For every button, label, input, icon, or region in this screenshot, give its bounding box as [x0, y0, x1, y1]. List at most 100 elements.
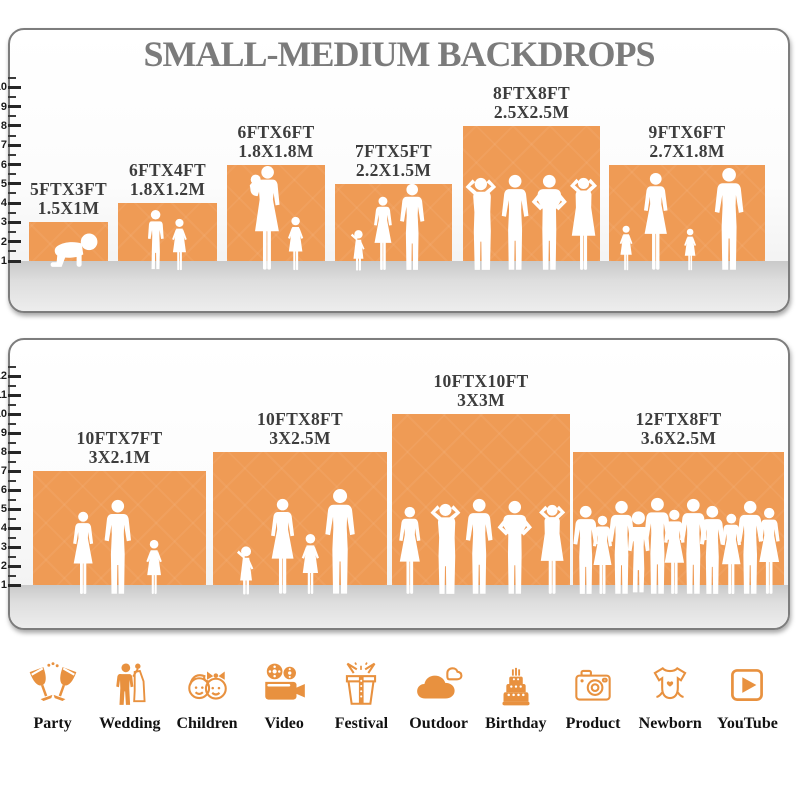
ruler-minor-tick [8, 115, 16, 118]
category-label: Newborn [638, 715, 702, 732]
backdrop-size-label: 6FTX4FT 1.8X1.2M [129, 161, 206, 199]
ruler-major-tick [8, 545, 21, 549]
backdrop-size-label: 12FTX8FT 3.6X2.5M [635, 410, 721, 448]
ruler-number: 10 [0, 81, 7, 94]
category-label: YouTube [717, 715, 778, 732]
ruler-number: 5 [0, 177, 7, 190]
ruler-minor-tick [8, 76, 16, 79]
size-meters: 1.5X1M [37, 198, 100, 219]
backdrop-rect: 6FTX6FT 1.8X1.8M [227, 122, 325, 271]
ruler-minor-tick [8, 173, 16, 176]
ruler-major-tick [8, 431, 21, 435]
ruler-minor-tick [8, 574, 16, 577]
ruler-major-tick [8, 507, 21, 511]
cloud-icon [416, 667, 463, 699]
people-silhouettes-five-adults-posing [399, 498, 566, 594]
ruler-major-tick [8, 450, 21, 454]
ruler-number: 12 [0, 370, 7, 382]
ruler-number: 11 [0, 389, 7, 401]
size-feet: 10FTX7FT [76, 428, 163, 448]
backdrop-rect: 5FTX3FT 1.5X1M [29, 180, 108, 267]
size-feet: 9FTX6FT [648, 121, 726, 142]
size-feet: 6FTX4FT [129, 160, 206, 181]
ruler-minor-tick [8, 192, 16, 195]
category-party: Party [14, 660, 91, 733]
category-product: Product [554, 660, 631, 733]
ruler-minor-tick [8, 250, 16, 253]
ruler-minor-tick [8, 479, 16, 482]
ruler-major-tick [8, 583, 21, 587]
ruler-number: 4 [0, 197, 7, 210]
people-silhouettes-crawling-baby [50, 233, 98, 267]
ruler-number: 9 [0, 427, 7, 439]
size-meters: 1.8X1.8M [238, 140, 314, 161]
ruler-number: 9 [0, 100, 7, 113]
backdrop-size-label: 7FTX5FT 2.2X1.5M [355, 140, 432, 180]
ruler-minor-tick [8, 403, 16, 406]
party-glasses-icon [29, 662, 76, 701]
size-feet: 10FTX8FT [256, 409, 344, 429]
video-camera-icon [265, 663, 306, 700]
floor [10, 261, 788, 311]
ruler-major-tick [8, 374, 21, 378]
ruler-number: 6 [0, 158, 7, 171]
page-title: SMALL-MEDIUM BACKDROPS [143, 34, 655, 74]
ruler-major-tick [8, 526, 21, 530]
ruler-number: 1 [0, 579, 7, 591]
children-faces-icon [188, 671, 227, 700]
size-meters: 2.2X1.5M [355, 159, 432, 180]
wedding-couple-icon [116, 663, 146, 705]
ruler-number: 4 [0, 522, 7, 534]
backdrop-size-label: 10FTX7FT 3X2.1M [76, 429, 162, 467]
size-feet: 7FTX5FT [355, 140, 432, 161]
backdrop-size-label: 10FTX10FT 3X3M [433, 372, 528, 410]
small-medium-panel: SMALL-MEDIUM BACKDROPS 1 2 3 4 5 6 7 8 9 10 5FTX3… [0, 28, 790, 313]
gift-box-icon [346, 662, 377, 705]
size-feet: 6FTX6FT [237, 121, 315, 142]
ruler-number: 1 [0, 255, 7, 267]
ruler-minor-tick [8, 134, 16, 137]
size-meters: 3X2.5M [269, 428, 331, 448]
backdrop-size-label: 9FTX6FT 2.7X1.8M [648, 121, 726, 161]
category-label: Party [33, 715, 72, 732]
ruler-major-tick [8, 393, 21, 397]
ruler-number: 2 [0, 560, 7, 572]
ruler-major-tick [8, 488, 21, 492]
ruler-minor-tick [8, 517, 16, 520]
backdrop-rect: 9FTX6FT 2.7X1.8M [609, 122, 765, 271]
people-silhouettes-family-of-four [619, 167, 744, 271]
category-youtube: YouTube [709, 660, 786, 733]
ruler-major-tick [8, 201, 21, 205]
backdrop-rect: 6FTX4FT 1.8X1.2M [118, 161, 217, 271]
ruler-major-tick [8, 259, 21, 263]
ruler-minor-tick [8, 153, 16, 156]
ruler-number: 8 [0, 446, 7, 458]
ruler-number: 10 [0, 408, 7, 420]
backdrop-rect: 8FTX8FT 2.5X2.5M [463, 83, 600, 270]
birthday-cake-icon [502, 667, 530, 706]
size-meters: 2.7X1.8M [649, 140, 725, 161]
ruler-minor-tick [8, 441, 16, 444]
category-label: Children [176, 715, 238, 732]
category-label: Birthday [485, 715, 547, 732]
ruler-minor-tick [8, 365, 16, 368]
category-label: Video [264, 715, 304, 732]
ruler-number: 7 [0, 465, 7, 477]
size-meters: 3X3M [457, 390, 505, 410]
ruler-major-tick [8, 85, 21, 89]
backdrop-size-label: 5FTX3FT 1.5X1M [30, 180, 107, 218]
ruler-minor-tick [8, 231, 16, 234]
ruler-number: 3 [0, 541, 7, 553]
size-meters: 3.6X2.5M [640, 428, 717, 448]
category-festival: Festival [323, 660, 400, 733]
ruler-number: 3 [0, 216, 7, 229]
ruler-major-tick [8, 124, 21, 128]
ruler-major-tick [8, 220, 21, 224]
category-label: Festival [334, 715, 389, 732]
ruler-number: 8 [0, 119, 7, 132]
ruler-minor-tick [8, 95, 16, 98]
ruler-major-tick [8, 469, 21, 473]
category-label: Wedding [99, 715, 161, 732]
ruler-minor-tick [8, 536, 16, 539]
ruler-number: 6 [0, 484, 7, 496]
